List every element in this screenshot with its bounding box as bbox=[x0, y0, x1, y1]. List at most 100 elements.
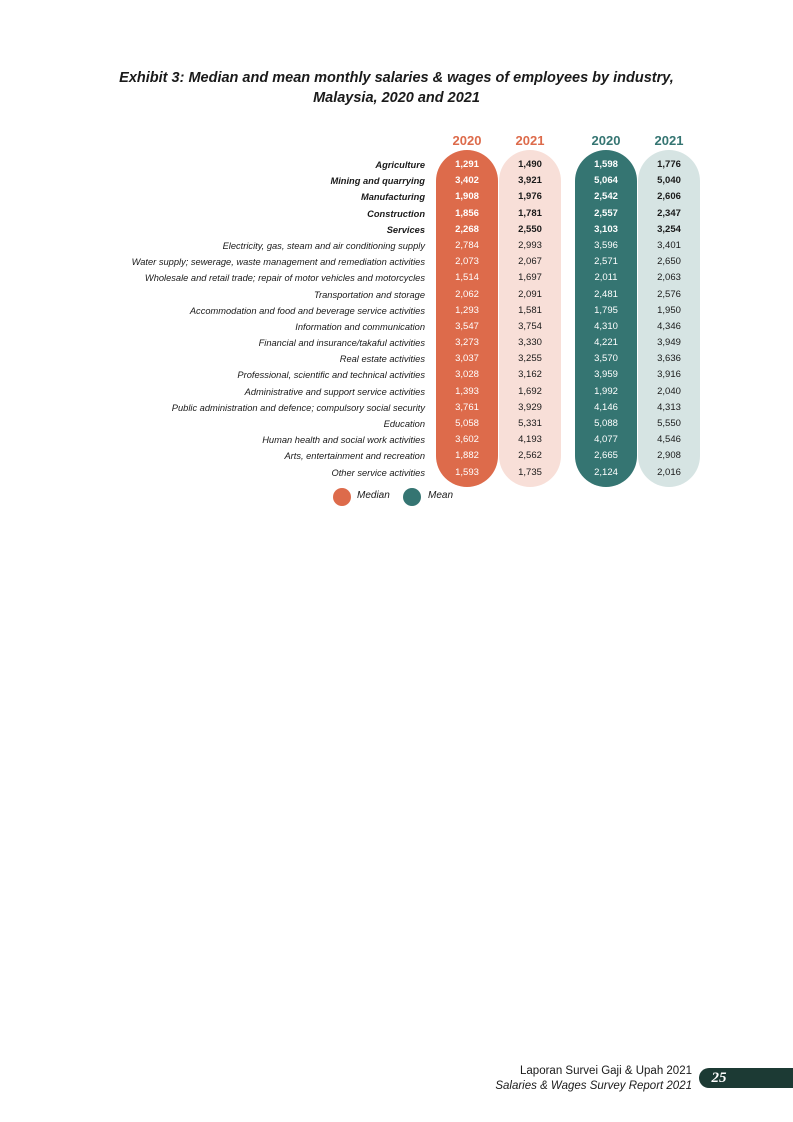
value-cell: 1,593 bbox=[455, 466, 479, 478]
value-cell: 1,781 bbox=[518, 207, 542, 219]
value-cell: 1,856 bbox=[455, 207, 479, 219]
industry-label: Professional, scientific and technical a… bbox=[237, 370, 425, 381]
legend-median-label: Median bbox=[357, 490, 390, 501]
value-cell: 3,949 bbox=[657, 337, 681, 349]
median-swatch bbox=[333, 488, 351, 506]
value-cell: 5,058 bbox=[455, 418, 479, 429]
value-cell: 2,062 bbox=[455, 288, 479, 300]
value-cell: 2,073 bbox=[455, 256, 479, 268]
value-cell: 5,331 bbox=[518, 418, 542, 429]
value-cell: 2,908 bbox=[657, 450, 681, 462]
value-cell: 2,268 bbox=[455, 223, 479, 235]
median-2020-pill bbox=[436, 150, 498, 487]
value-cell: 2,481 bbox=[594, 288, 618, 300]
page-number-tab: 25 bbox=[699, 1068, 793, 1088]
industry-label: Public administration and defence; compu… bbox=[171, 402, 425, 413]
value-cell: 3,929 bbox=[518, 401, 542, 413]
value-cell: 2,011 bbox=[594, 272, 618, 284]
industry-label: Human health and social work activities bbox=[262, 435, 425, 446]
industry-label: Transportation and storage bbox=[314, 289, 425, 300]
exhibit-title: Exhibit 3: Median and mean monthly salar… bbox=[90, 68, 703, 108]
value-cell: 1,393 bbox=[455, 385, 479, 397]
mean-2020-values: 1,598 5,064 2,542 2,557 3,103 3,596 2,571 2,011… bbox=[575, 157, 637, 481]
value-cell: 3,916 bbox=[657, 369, 681, 381]
industry-label: Arts, entertainment and recreation bbox=[284, 451, 425, 462]
value-cell: 2,576 bbox=[657, 288, 681, 300]
mean-swatch bbox=[403, 488, 421, 506]
industry-label: Real estate activities bbox=[339, 354, 425, 365]
industry-label: Agriculture bbox=[375, 160, 425, 170]
report-footer: Laporan Survei Gaji & Upah 2021 Salaries… bbox=[495, 1064, 692, 1094]
value-cell: 1,976 bbox=[518, 191, 542, 203]
value-cell: 2,124 bbox=[594, 466, 618, 478]
industry-label: Construction bbox=[367, 208, 425, 219]
value-cell: 2,557 bbox=[594, 207, 618, 219]
value-cell: 4,546 bbox=[657, 434, 681, 446]
value-cell: 2,542 bbox=[594, 191, 618, 203]
exhibit-title-line1: Exhibit 3: Median and mean monthly salar… bbox=[119, 70, 674, 86]
industry-label: Accommodation and food and beverage serv… bbox=[189, 305, 425, 316]
value-cell: 2,650 bbox=[657, 256, 681, 268]
mean-2021-header: 2021 bbox=[654, 133, 684, 148]
value-cell: 2,665 bbox=[594, 450, 618, 462]
industry-labels: Agriculture Mining and quarrying Manufactu… bbox=[40, 157, 425, 481]
value-cell: 3,273 bbox=[455, 337, 479, 349]
value-cell: 1,692 bbox=[518, 385, 542, 397]
value-cell: 2,091 bbox=[518, 288, 542, 300]
industry-label: Other service activities bbox=[331, 467, 425, 478]
legend-mean-label: Mean bbox=[428, 490, 454, 501]
value-cell: 3,570 bbox=[594, 353, 618, 365]
value-cell: 3,037 bbox=[455, 353, 479, 365]
value-cell: 5,040 bbox=[657, 175, 681, 187]
value-cell: 3,254 bbox=[657, 223, 681, 235]
value-cell: 3,028 bbox=[455, 369, 479, 381]
industry-label: Education bbox=[383, 419, 425, 429]
value-cell: 2,067 bbox=[518, 256, 542, 268]
value-cell: 1,908 bbox=[455, 191, 479, 203]
median-2021-values: 1,490 3,921 1,976 1,781 2,550 2,993 2,067 1,697… bbox=[499, 157, 561, 481]
value-cell: 3,547 bbox=[455, 320, 479, 332]
value-cell: 2,016 bbox=[657, 466, 681, 478]
value-cell: 4,193 bbox=[518, 434, 542, 446]
value-cell: 3,959 bbox=[594, 369, 618, 381]
value-cell: 2,562 bbox=[518, 450, 542, 462]
value-cell: 1,735 bbox=[518, 466, 542, 478]
footer-title-malay: Laporan Survei Gaji & Upah 2021 bbox=[520, 1065, 692, 1077]
value-cell: 4,221 bbox=[594, 337, 618, 349]
value-cell: 3,602 bbox=[455, 434, 479, 446]
value-cell: 1,776 bbox=[657, 159, 681, 170]
value-cell: 1,291 bbox=[455, 159, 479, 170]
value-cell: 4,077 bbox=[594, 434, 618, 446]
industry-label: Wholesale and retail trade; repair of mo… bbox=[144, 273, 425, 284]
value-cell: 3,255 bbox=[518, 353, 542, 365]
value-cell: 4,146 bbox=[594, 401, 618, 413]
value-cell: 1,795 bbox=[594, 304, 618, 316]
industry-label: Manufacturing bbox=[360, 192, 425, 203]
value-cell: 1,950 bbox=[657, 304, 681, 316]
value-cell: 4,310 bbox=[594, 320, 618, 332]
industry-label: Electricity, gas, steam and air conditio… bbox=[222, 240, 425, 251]
value-cell: 1,598 bbox=[594, 159, 618, 170]
industry-label: Water supply; sewerage, waste management… bbox=[131, 257, 425, 268]
value-cell: 1,490 bbox=[518, 159, 542, 170]
footer-title-english: Salaries & Wages Survey Report 2021 bbox=[495, 1080, 692, 1092]
value-cell: 2,784 bbox=[455, 239, 479, 251]
value-cell: 1,514 bbox=[455, 272, 479, 284]
median-2021-pill bbox=[499, 150, 561, 487]
value-cell: 2,571 bbox=[594, 256, 618, 268]
value-cell: 4,313 bbox=[657, 401, 681, 413]
industry-label: Financial and insurance/takaful activiti… bbox=[258, 338, 425, 349]
value-cell: 2,040 bbox=[657, 385, 681, 397]
mean-2021-values: 1,776 5,040 2,606 2,347 3,254 3,401 2,650 2,063… bbox=[638, 157, 700, 481]
value-cell: 3,401 bbox=[657, 239, 681, 251]
median-2020-header: 2020 bbox=[452, 133, 482, 148]
industry-label: Mining and quarrying bbox=[330, 176, 425, 187]
exhibit-title-line2: Malaysia, 2020 and 2021 bbox=[313, 90, 480, 106]
mean-2021-pill bbox=[638, 150, 700, 487]
value-cell: 2,347 bbox=[657, 207, 681, 219]
value-cell: 3,596 bbox=[594, 239, 618, 251]
value-cell: 3,754 bbox=[518, 320, 542, 332]
industry-label: Administrative and support service activ… bbox=[244, 386, 425, 397]
value-cell: 1,992 bbox=[594, 385, 618, 397]
value-cell: 5,550 bbox=[657, 418, 681, 429]
